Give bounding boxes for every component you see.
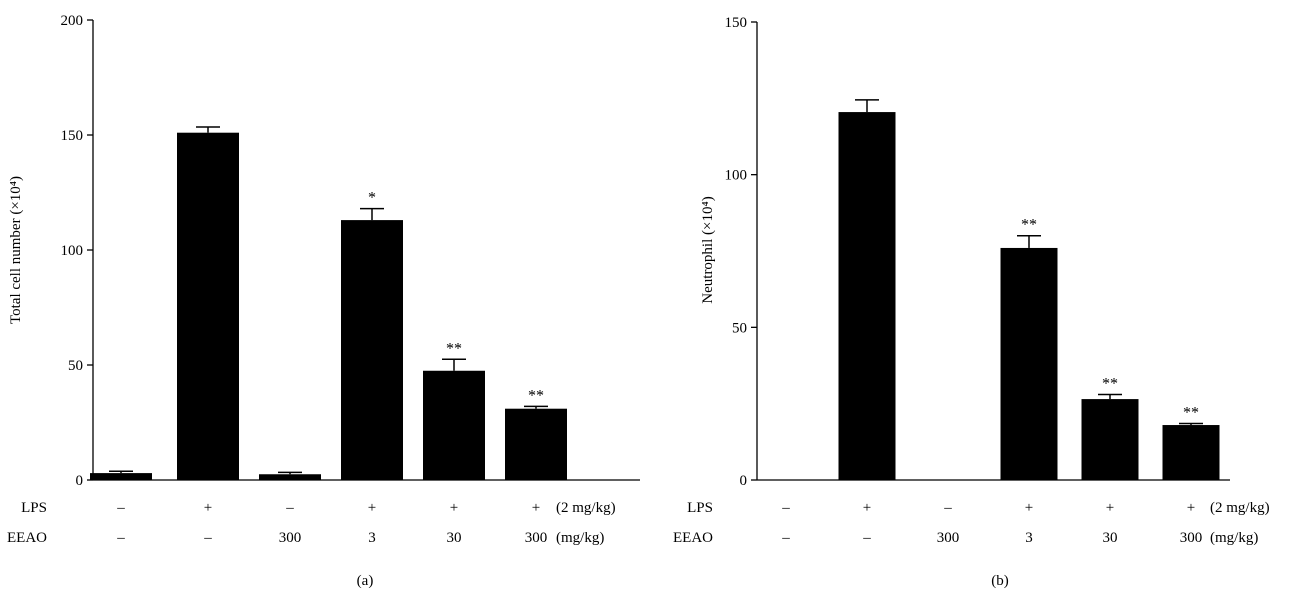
y-tick-label: 100 xyxy=(725,168,748,184)
treatment-value: – xyxy=(116,530,125,546)
treatment-value: – xyxy=(781,500,790,516)
treatment-unit: (mg/kg) xyxy=(556,530,604,546)
treatment-value: – xyxy=(116,500,125,516)
treatment-value: 300 xyxy=(1180,530,1203,546)
bar xyxy=(423,370,485,480)
treatment-unit: (2 mg/kg) xyxy=(1210,500,1270,516)
y-tick-label: 150 xyxy=(725,15,748,31)
y-tick-label: 100 xyxy=(61,243,84,259)
significance-marker: ** xyxy=(528,387,544,404)
bar xyxy=(1000,247,1058,480)
significance-marker: ** xyxy=(1102,376,1118,393)
y-tick-label: 50 xyxy=(68,358,83,374)
treatment-value: + xyxy=(1187,500,1195,516)
treatment-value: + xyxy=(863,500,871,516)
treatment-value: + xyxy=(368,500,376,516)
treatment-value: – xyxy=(943,500,952,516)
treatment-value: + xyxy=(1025,500,1033,516)
panel-label: (b) xyxy=(991,573,1009,589)
bar xyxy=(505,408,567,480)
treatment-row-label: EEAO xyxy=(7,530,47,546)
bar xyxy=(177,132,239,480)
treatment-value: – xyxy=(781,530,790,546)
treatment-row-label: EEAO xyxy=(673,530,713,546)
treatment-value: 300 xyxy=(937,530,960,546)
y-tick-label: 0 xyxy=(740,473,748,489)
bar xyxy=(1081,399,1139,480)
treatment-value: – xyxy=(285,500,294,516)
treatment-value: – xyxy=(203,530,212,546)
y-tick-label: 150 xyxy=(61,128,84,144)
significance-marker: * xyxy=(368,190,376,207)
treatment-unit: (2 mg/kg) xyxy=(556,500,616,516)
treatment-value: + xyxy=(450,500,458,516)
chart-panel-b: 0 50 100 150 Neutrophil (×10⁴) ** ** ** LPS – + – + +… xyxy=(673,15,1270,589)
bar xyxy=(90,473,152,480)
treatment-value: + xyxy=(204,500,212,516)
treatment-value: 300 xyxy=(279,530,302,546)
bar xyxy=(1162,425,1220,480)
treatment-value: 3 xyxy=(368,530,376,546)
treatment-value: 300 xyxy=(525,530,548,546)
significance-marker: ** xyxy=(1183,405,1199,422)
y-tick-label: 50 xyxy=(732,320,747,336)
treatment-unit: (mg/kg) xyxy=(1210,530,1258,546)
y-axis-label: Neutrophil (×10⁴) xyxy=(700,196,716,303)
treatment-value: + xyxy=(1106,500,1114,516)
treatment-row-label: LPS xyxy=(21,500,47,516)
treatment-value: 3 xyxy=(1025,530,1033,546)
y-axis-label: Total cell number (×10⁴) xyxy=(8,176,24,324)
significance-marker: ** xyxy=(1021,217,1037,234)
bar xyxy=(259,474,321,480)
bar xyxy=(838,112,896,480)
treatment-value: – xyxy=(862,530,871,546)
treatment-value: 30 xyxy=(447,530,462,546)
y-tick-label: 0 xyxy=(76,473,84,489)
treatment-row-label: LPS xyxy=(687,500,713,516)
panel-label: (a) xyxy=(357,573,374,589)
y-tick-label: 200 xyxy=(61,13,84,29)
treatment-value: 30 xyxy=(1103,530,1118,546)
treatment-value: + xyxy=(532,500,540,516)
bar xyxy=(341,220,403,480)
significance-marker: ** xyxy=(446,340,462,357)
